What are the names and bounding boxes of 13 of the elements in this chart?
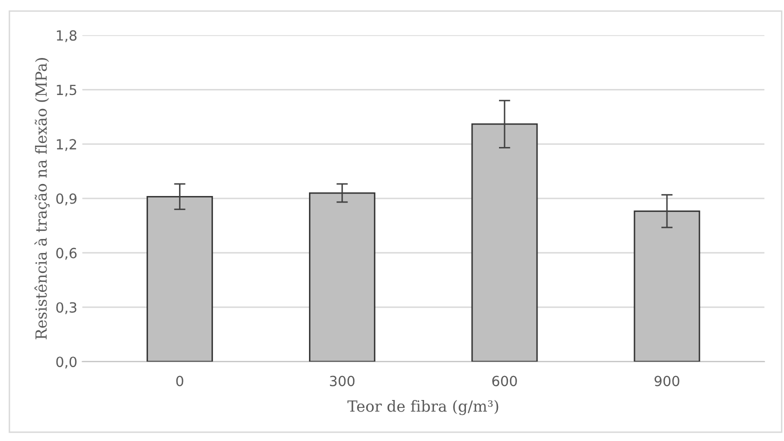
x-axis-title: Teor de fibra (g/m³)	[347, 400, 498, 416]
y-tick-label: 1,5	[56, 84, 76, 97]
y-axis-title: Resistência à tração na flexão (MPa)	[34, 58, 50, 340]
y-tick-label: 0,3	[56, 302, 76, 314]
y-tick-label: 0,9	[56, 193, 76, 206]
y-tick-label: 1,8	[56, 30, 77, 42]
x-tick-label: 0	[176, 376, 184, 386]
x-tick-label: 300	[330, 376, 354, 386]
y-tick-label: 0,0	[56, 356, 77, 369]
y-tick-label: 1,2	[56, 139, 76, 151]
x-tick-label: 600	[492, 376, 517, 386]
y-tick-label: 0,6	[56, 248, 77, 260]
x-tick-label: 900	[654, 376, 680, 386]
